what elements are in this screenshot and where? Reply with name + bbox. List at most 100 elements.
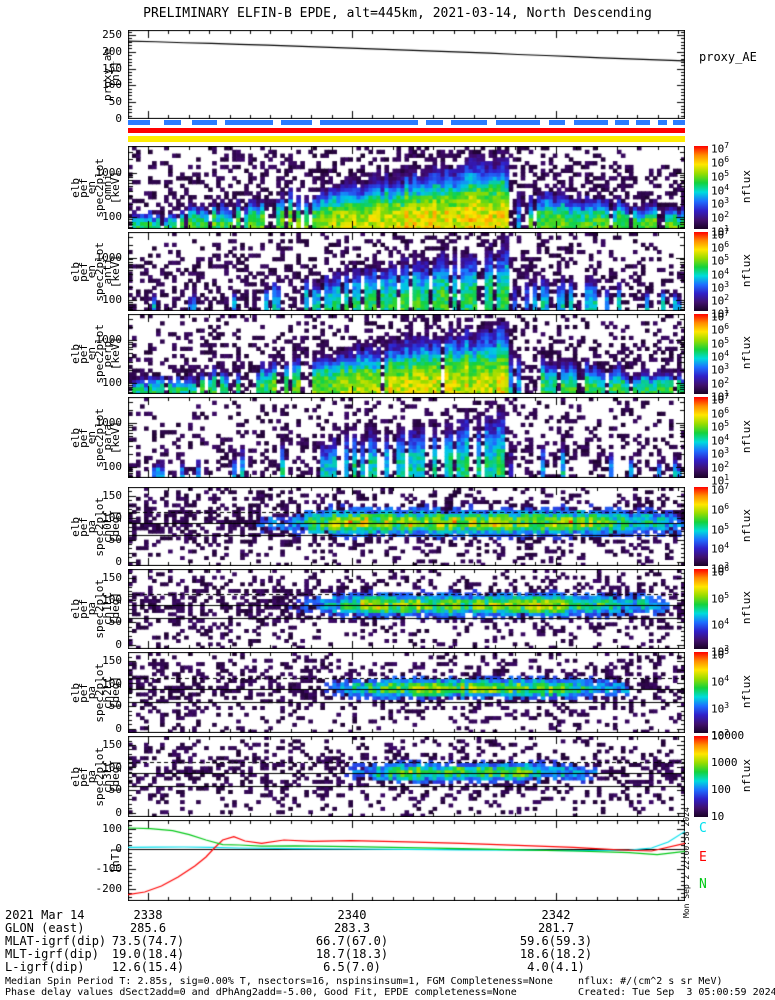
ytick-label: 100 <box>102 459 122 473</box>
colorbar-tick-label: 106 <box>711 405 730 421</box>
legend-c: C <box>699 821 707 836</box>
ephemeris-value: 18.7(18.3) <box>315 947 389 961</box>
ytick-label: 1000 <box>95 416 123 430</box>
colorbar-tick-label: 106 <box>711 501 730 517</box>
yellow-bar <box>128 136 685 142</box>
colorbar-title: nflux <box>740 419 753 453</box>
ytick-label: 150 <box>102 738 122 751</box>
colorbar-tick-label: 10 <box>711 810 725 823</box>
panel-igrf-canvas <box>128 820 685 901</box>
colorbar-tick-label: 105 <box>711 590 730 606</box>
colorbar-tick-label: 104 <box>711 266 730 282</box>
colorbar-tick-label: 105 <box>711 521 730 537</box>
blue-bar <box>192 120 218 125</box>
colorbar-title: nflux <box>740 758 753 792</box>
blue-bar <box>225 120 273 125</box>
panel-en_omni-colorbar <box>694 146 708 229</box>
ytick-label: 100 <box>102 375 122 389</box>
ephemeris-value: 281.7 <box>537 921 575 935</box>
blue-bar <box>164 120 181 125</box>
colorbar-tick-label: 107 <box>711 482 730 497</box>
colorbar-tick-label: 104 <box>711 182 730 198</box>
colorbar-tick-label: 10000 <box>711 729 745 742</box>
ephemeris-value: 285.6 <box>129 921 167 935</box>
blue-bar <box>451 120 488 125</box>
ephemeris-value: 283.3 <box>333 921 371 935</box>
ephemeris-value: 18.6(18.2) <box>519 947 593 961</box>
ephemeris-row: 2021 Mar 14 2338 2340 2342 <box>0 909 775 922</box>
ephemeris-row-label: MLT-igrf(dip) <box>5 947 99 961</box>
ytick-label: 0 <box>115 721 122 735</box>
colorbar-title: nflux <box>740 253 753 287</box>
ytick-label: 100 <box>102 676 122 690</box>
footer-created: Created: Tue Sep 3 05:00:59 2024 <box>578 987 775 998</box>
blue-bar <box>635 120 651 125</box>
ephemeris-value: 59.6(59.3) <box>519 934 593 948</box>
ephemeris-row: GLON (east) 285.6 283.3 281.7 <box>0 922 775 935</box>
blue-bar <box>658 120 668 125</box>
ephemeris-row: MLT-igrf(dip) 19.0(18.4) 18.7(18.3) 18.6… <box>0 948 775 961</box>
panel-pa_ch1lc-canvas <box>128 569 685 649</box>
ytick-label: 250 <box>102 28 122 42</box>
colorbar-tick-label: 105 <box>711 168 730 184</box>
colorbar-tick-label: 107 <box>711 392 730 407</box>
colorbar-tick-label: 101 <box>711 473 730 488</box>
colorbar-tick-label: 104 <box>711 617 730 632</box>
ytick-label: 50 <box>108 532 122 546</box>
legend-n: N <box>699 877 707 892</box>
colorbar-tick-label: 105 <box>711 253 730 268</box>
colorbar-tick-label: 100 <box>711 783 731 796</box>
ephemeris-value: 19.0(18.4) <box>111 947 185 961</box>
colorbar-tick-label: 101 <box>711 389 730 404</box>
panel-pa_ch2lc-canvas <box>128 652 685 733</box>
plot-title: PRELIMINARY ELFIN-B EPDE, alt=445km, 202… <box>143 6 652 21</box>
blue-bar <box>281 120 312 125</box>
colorbar-title: nflux <box>740 674 753 708</box>
ytick-label: 150 <box>102 488 122 502</box>
blue-bar <box>128 120 151 125</box>
time-tick-label: 2340 <box>337 908 367 922</box>
colorbar-tick-label: 101 <box>711 306 730 321</box>
footer-line2: Phase delay values dSect2add=0 and dPhAn… <box>5 987 517 998</box>
ytick-label: 100 <box>102 593 122 607</box>
colorbar-tick-label: 102 <box>711 375 730 391</box>
ytick-label: 150 <box>102 61 122 75</box>
legend-e: E <box>699 850 707 865</box>
colorbar-tick-label: 103 <box>711 279 730 295</box>
blue-bar <box>573 120 609 125</box>
panel-pa_ch1lc-colorbar <box>694 569 708 649</box>
ytick-label: 100 <box>102 78 122 92</box>
blue-bar <box>615 120 630 125</box>
time-tick-label: 2342 <box>541 908 571 922</box>
colorbar-tick-label: 105 <box>711 335 730 351</box>
colorbar-tick-label: 103 <box>711 561 730 576</box>
ytick-label: 50 <box>108 783 122 796</box>
ytick-label: 0 <box>115 805 122 819</box>
panel-pa_ch0lc-canvas <box>128 487 685 566</box>
ytick-label: 100 <box>102 210 122 224</box>
colorbar-title: nflux <box>740 169 753 203</box>
colorbar-tick-label: 104 <box>711 674 730 689</box>
ytick-label: 1000 <box>95 165 123 179</box>
ytick-label: 50 <box>108 699 122 712</box>
blue-bar <box>495 120 541 125</box>
panel-en_anti-canvas <box>128 232 685 311</box>
ytick-label: -200 <box>95 882 123 895</box>
time-tick-label: 2338 <box>133 908 163 922</box>
colorbar-title: nflux <box>740 591 753 625</box>
colorbar-tick-label: 107 <box>711 141 730 156</box>
colorbar-tick-label: 106 <box>711 154 730 170</box>
colorbar-tick-label: 106 <box>711 564 730 579</box>
colorbar-tick-label: 107 <box>711 227 730 242</box>
colorbar-tick-label: 102 <box>711 728 730 743</box>
colorbar-tick-label: 103 <box>711 446 730 461</box>
ytick-label: 100 <box>102 510 122 524</box>
ephemeris-row-label: GLON (east) <box>5 921 85 935</box>
colorbar-title: nflux <box>740 508 753 542</box>
colorbar-tick-label: 107 <box>711 309 730 324</box>
proxy-ae-right-label: proxy_AE <box>699 50 757 64</box>
ephemeris-value: 12.6(15.4) <box>111 960 185 974</box>
panel-pa_ch0lc-colorbar <box>694 487 708 566</box>
ytick-label: 0 <box>115 637 122 651</box>
